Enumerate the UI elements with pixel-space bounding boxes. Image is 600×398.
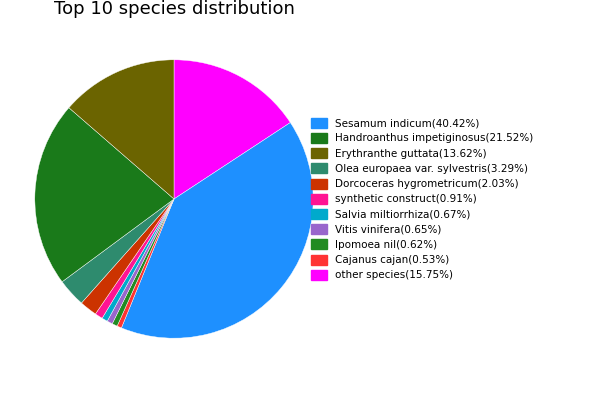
Wedge shape xyxy=(174,60,290,199)
Wedge shape xyxy=(82,199,174,314)
Wedge shape xyxy=(121,123,313,338)
Legend: Sesamum indicum(40.42%), Handroanthus impetiginosus(21.52%), Erythranthe guttata: Sesamum indicum(40.42%), Handroanthus im… xyxy=(308,115,536,283)
Wedge shape xyxy=(107,199,174,324)
Wedge shape xyxy=(117,199,174,328)
Wedge shape xyxy=(112,199,174,326)
Wedge shape xyxy=(95,199,174,318)
Title: Top 10 species distribution: Top 10 species distribution xyxy=(53,0,295,18)
Wedge shape xyxy=(35,108,174,282)
Wedge shape xyxy=(69,60,174,199)
Wedge shape xyxy=(102,199,174,321)
Wedge shape xyxy=(62,199,174,303)
